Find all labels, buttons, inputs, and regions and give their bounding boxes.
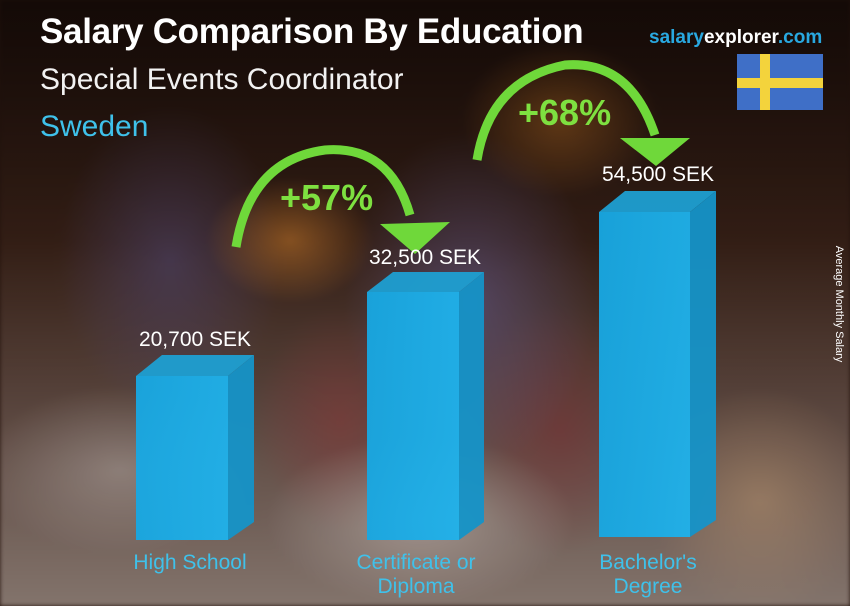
sweden-flag-icon [737, 54, 823, 110]
brand-part-com: .com [777, 27, 823, 48]
increase-label-2: +68% [518, 92, 612, 133]
flag-cross-horizontal [737, 78, 823, 88]
category-line-1: High School [133, 551, 247, 574]
category-label-high-school: High School [110, 551, 270, 575]
bar-certificate-diploma[interactable] [367, 272, 484, 540]
value-label-high-school: 20,700 SEK [138, 328, 252, 351]
brand-part-salary: salary [649, 27, 704, 48]
brand-part-explorer: explorer [703, 27, 778, 48]
value-label-certificate: 32,500 SEK [368, 246, 482, 269]
increase-arrow-1-icon [231, 145, 450, 254]
category-line-2: Degree [613, 575, 683, 598]
increase-arrow-2-icon [472, 60, 690, 166]
category-label-bachelors: Bachelor's Degree [568, 551, 728, 599]
value-label-bachelors: 54,500 SEK [601, 163, 715, 186]
bar-bachelors-degree[interactable] [599, 191, 716, 537]
category-line-1: Bachelor's [599, 551, 697, 574]
category-label-certificate: Certificate or Diploma [336, 551, 496, 599]
bar-high-school[interactable] [136, 355, 254, 540]
job-title: Special Events Coordinator [40, 63, 404, 96]
category-line-2: Diploma [377, 575, 455, 598]
increase-label-1: +57% [280, 177, 374, 218]
country-label: Sweden [40, 110, 149, 143]
brand-logo[interactable]: salaryexplorer.com [649, 27, 822, 49]
chart-title: Salary Comparison By Education [40, 12, 584, 51]
category-line-1: Certificate or [356, 551, 476, 574]
